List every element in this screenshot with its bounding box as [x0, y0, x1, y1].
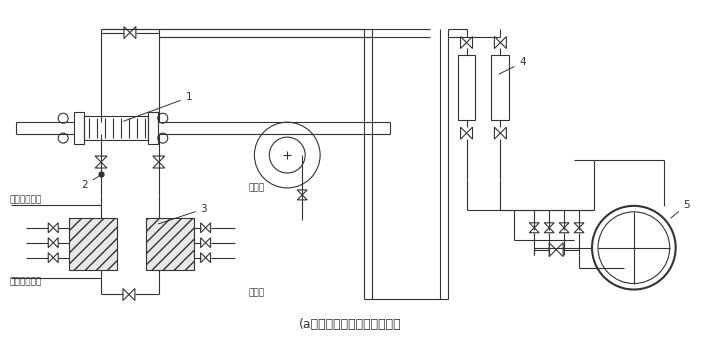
Bar	[84, 116, 148, 140]
Text: 隔离液终结面: 隔离液终结面	[9, 195, 42, 204]
Text: 隔离液: 隔离液	[248, 183, 264, 192]
Text: 2: 2	[81, 176, 99, 190]
Bar	[491, 55, 509, 120]
Bar	[148, 112, 158, 144]
Bar	[458, 55, 475, 120]
Text: 4: 4	[499, 57, 526, 74]
Text: 被测液: 被测液	[248, 288, 264, 297]
Text: 5: 5	[671, 200, 690, 218]
Bar	[74, 112, 84, 144]
Bar	[146, 218, 194, 270]
Bar	[69, 218, 117, 270]
Text: 3: 3	[159, 204, 207, 224]
Text: 隔离液起始面: 隔离液起始面	[9, 277, 42, 286]
Text: 1: 1	[123, 92, 192, 121]
Text: (a）差压计装在节流装置下方: (a）差压计装在节流装置下方	[299, 318, 401, 331]
